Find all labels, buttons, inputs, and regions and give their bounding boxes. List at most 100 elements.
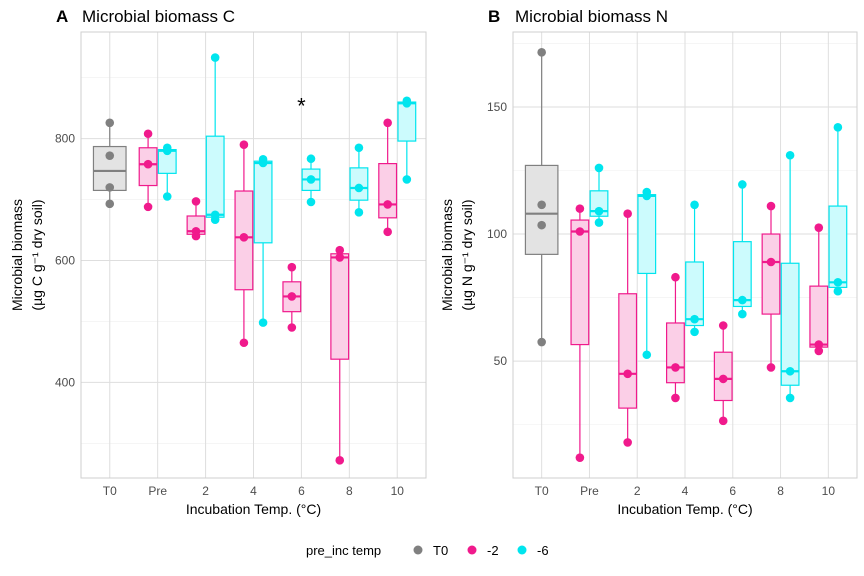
data-point <box>594 163 604 173</box>
box-body <box>809 285 829 348</box>
box-2--6 <box>637 187 657 360</box>
data-point <box>814 340 824 349</box>
data-point <box>594 218 604 227</box>
box-6--6 <box>732 180 752 319</box>
data-point <box>335 245 345 255</box>
x-tick-label: T0 <box>535 484 549 498</box>
data-point <box>306 154 316 164</box>
box-4--6 <box>685 200 704 337</box>
box-body <box>618 293 638 409</box>
data-point <box>210 53 220 62</box>
data-point <box>738 295 747 305</box>
box-8--6 <box>349 143 369 217</box>
legend-item-minus2: -2 <box>467 543 499 558</box>
box-8--6 <box>780 150 800 403</box>
data-point <box>143 202 153 212</box>
box-body <box>761 233 781 315</box>
x-axis-label: Incubation Temp. (°C) <box>186 501 321 517</box>
box-body <box>685 261 704 327</box>
data-point <box>671 363 680 372</box>
box-body <box>524 164 559 255</box>
data-point <box>354 143 364 153</box>
legend-key-minus6 <box>517 545 527 555</box>
data-point <box>287 262 297 272</box>
data-point <box>287 292 297 301</box>
legend-key-minus2 <box>467 545 477 555</box>
data-point <box>191 197 201 206</box>
y-tick-label: 50 <box>494 354 508 368</box>
y-tick-label: 600 <box>55 253 75 267</box>
box-Pre--6 <box>589 163 609 227</box>
data-point <box>766 257 776 267</box>
data-point <box>383 200 392 209</box>
data-point <box>335 456 345 465</box>
data-point <box>671 393 680 403</box>
data-point <box>738 180 747 189</box>
data-point <box>258 155 268 164</box>
y-axis-label-line2: (µg N g⁻¹ dry soil) <box>459 199 475 310</box>
data-point <box>833 122 843 132</box>
box-body <box>253 160 273 244</box>
data-point <box>258 318 268 327</box>
x-tick-label: 4 <box>682 484 689 498</box>
panel-a: 400 600 800 T0 Pre 2 4 6 8 10 * A Microbial biomass … <box>9 7 427 517</box>
legend-item-t0: T0 <box>413 543 448 558</box>
x-tick-label: 2 <box>202 484 209 498</box>
data-point <box>306 175 316 184</box>
box-body <box>780 262 800 386</box>
box-Pre--2 <box>570 204 590 462</box>
data-point <box>537 48 546 57</box>
box-6--2 <box>282 262 302 332</box>
data-point <box>738 309 747 319</box>
box-10--6 <box>397 96 417 184</box>
box-8--2 <box>761 201 781 372</box>
box-T0-T0 <box>524 48 559 347</box>
box-body <box>828 205 848 289</box>
box-2--2 <box>186 197 206 241</box>
x-tick-label: Pre <box>148 484 167 498</box>
legend-title: pre_inc temp <box>306 543 381 558</box>
y-tick-label: 400 <box>55 375 75 389</box>
data-point <box>162 143 172 153</box>
x-tick-label: T0 <box>103 484 117 498</box>
data-point <box>105 199 115 209</box>
x-tick-label: 2 <box>634 484 641 498</box>
box-2--2 <box>618 209 638 447</box>
data-point <box>718 374 728 384</box>
data-point <box>402 96 412 106</box>
y-axis-label-line1: Microbial biomass <box>439 199 455 311</box>
data-point <box>690 314 699 324</box>
data-point <box>105 183 115 192</box>
data-point <box>162 192 172 201</box>
x-tick-label: 8 <box>777 484 784 498</box>
data-point <box>833 286 843 296</box>
data-point <box>785 366 795 376</box>
box-10--2 <box>378 118 398 237</box>
box-body <box>378 163 398 219</box>
box-10--2 <box>809 223 829 356</box>
box-body <box>397 101 417 142</box>
box-body <box>330 253 350 360</box>
x-tick-label: 4 <box>250 484 257 498</box>
data-point <box>239 233 249 242</box>
data-point <box>718 416 728 426</box>
plot-border <box>80 31 427 479</box>
data-point <box>766 363 776 372</box>
data-point <box>239 338 249 348</box>
box-T0-T0 <box>92 118 127 209</box>
data-point <box>335 253 345 262</box>
legend-label-minus6: -6 <box>537 543 549 558</box>
data-point <box>785 150 795 160</box>
x-axis-label: Incubation Temp. (°C) <box>617 501 752 517</box>
legend-label-t0: T0 <box>433 543 448 558</box>
box-body <box>570 219 590 346</box>
x-tick-label: 10 <box>391 484 405 498</box>
y-axis-label-line2: (µg C g⁻¹ dry soil) <box>29 199 45 310</box>
data-point <box>642 187 652 197</box>
legend-item-minus6: -6 <box>517 543 549 558</box>
x-tick-label: 10 <box>822 484 836 498</box>
y-tick-label: 150 <box>487 100 507 114</box>
box-4--2 <box>666 272 685 403</box>
legend: pre_inc temp T0 -2 -6 <box>306 543 549 558</box>
box-6--2 <box>713 321 733 426</box>
